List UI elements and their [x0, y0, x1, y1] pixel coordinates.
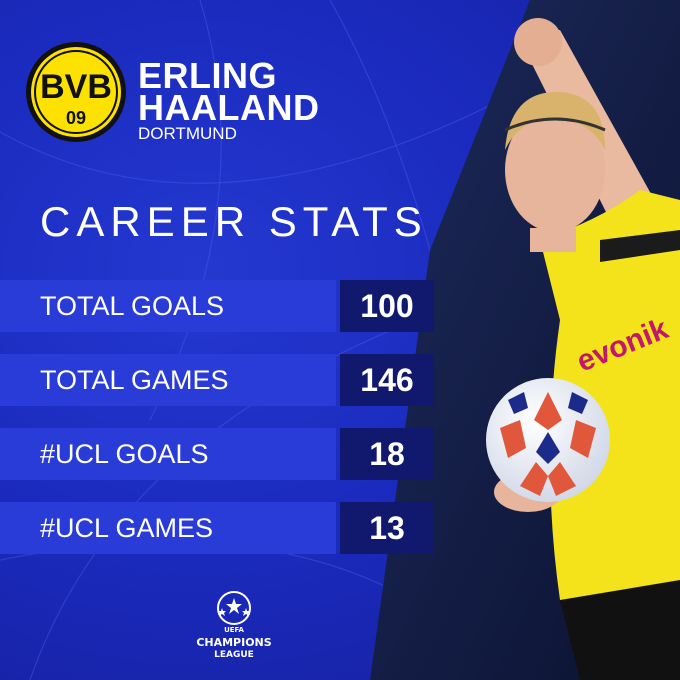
stat-label-ucl-goals: #UCL GOALS — [0, 428, 336, 480]
stat-label-total-goals: TOTAL GOALS — [0, 280, 336, 332]
club-name: DORTMUND — [138, 124, 237, 143]
svg-text:BVB: BVB — [40, 68, 112, 106]
player-first-name: ERLING — [138, 55, 278, 96]
stat-value-total-games: 146 — [340, 354, 434, 406]
champions-league-starball-icon — [217, 591, 251, 625]
stat-value-ucl-games: 13 — [340, 502, 434, 554]
ucl-league-text: LEAGUE — [214, 650, 254, 660]
stat-value-ucl-goals: 18 — [340, 428, 434, 480]
svg-text:09: 09 — [66, 108, 86, 128]
stat-value-total-goals: 100 — [340, 280, 434, 332]
stat-label-total-games: TOTAL GAMES — [0, 354, 336, 406]
ucl-champions-text: CHAMPIONS — [196, 636, 272, 649]
player-last-name: HAALAND — [138, 87, 320, 128]
stat-label-ucl-games: #UCL GAMES — [0, 502, 336, 554]
ucl-uefa-text: UEFA — [224, 626, 244, 634]
section-heading: CAREER STATS — [40, 198, 428, 245]
bvb-crest-logo: BVB 09 — [26, 42, 126, 142]
